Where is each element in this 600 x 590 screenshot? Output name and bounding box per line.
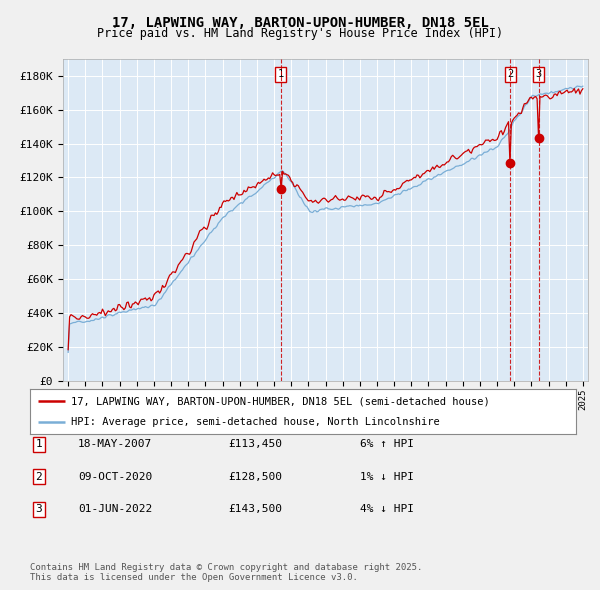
Text: 2: 2 bbox=[507, 69, 514, 79]
Text: 6% ↑ HPI: 6% ↑ HPI bbox=[360, 440, 414, 449]
Text: 18-MAY-2007: 18-MAY-2007 bbox=[78, 440, 152, 449]
Text: 4% ↓ HPI: 4% ↓ HPI bbox=[360, 504, 414, 514]
Text: 1: 1 bbox=[277, 69, 284, 79]
Text: 09-OCT-2020: 09-OCT-2020 bbox=[78, 472, 152, 481]
Text: £128,500: £128,500 bbox=[228, 472, 282, 481]
Text: 17, LAPWING WAY, BARTON-UPON-HUMBER, DN18 5EL (semi-detached house): 17, LAPWING WAY, BARTON-UPON-HUMBER, DN1… bbox=[71, 396, 490, 407]
Text: Contains HM Land Registry data © Crown copyright and database right 2025.
This d: Contains HM Land Registry data © Crown c… bbox=[30, 563, 422, 582]
Text: 17, LAPWING WAY, BARTON-UPON-HUMBER, DN18 5EL: 17, LAPWING WAY, BARTON-UPON-HUMBER, DN1… bbox=[112, 16, 488, 30]
Text: 3: 3 bbox=[35, 504, 43, 514]
Text: 2: 2 bbox=[35, 472, 43, 481]
Text: 1% ↓ HPI: 1% ↓ HPI bbox=[360, 472, 414, 481]
Text: £143,500: £143,500 bbox=[228, 504, 282, 514]
Text: 3: 3 bbox=[535, 69, 542, 79]
Text: 1: 1 bbox=[35, 440, 43, 449]
Text: £113,450: £113,450 bbox=[228, 440, 282, 449]
Text: HPI: Average price, semi-detached house, North Lincolnshire: HPI: Average price, semi-detached house,… bbox=[71, 417, 440, 427]
Text: 01-JUN-2022: 01-JUN-2022 bbox=[78, 504, 152, 514]
Text: Price paid vs. HM Land Registry's House Price Index (HPI): Price paid vs. HM Land Registry's House … bbox=[97, 27, 503, 40]
